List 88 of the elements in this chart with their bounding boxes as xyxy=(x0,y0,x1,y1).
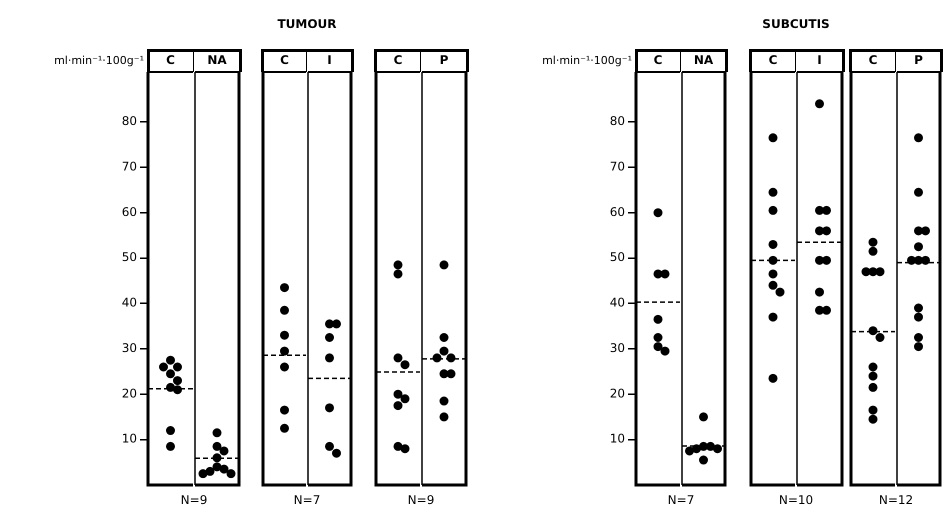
point xyxy=(868,414,878,424)
point xyxy=(914,188,923,197)
y-tick-label: 40 xyxy=(610,296,625,310)
point xyxy=(280,330,289,340)
point xyxy=(768,206,778,215)
x-tick-label: C xyxy=(868,52,878,67)
point xyxy=(394,401,402,410)
point xyxy=(914,304,923,312)
x-tick-label: I xyxy=(327,52,332,67)
point xyxy=(394,390,402,399)
text: N=10 xyxy=(778,493,814,507)
y-tick-label: 50 xyxy=(610,250,625,264)
x-tick-label: I xyxy=(817,52,822,67)
point xyxy=(914,342,923,352)
point xyxy=(868,362,878,372)
text: N=12 xyxy=(878,493,914,507)
point xyxy=(654,314,662,324)
y-tick-label: 60 xyxy=(122,204,137,219)
point xyxy=(325,403,334,412)
x-tick-label: P xyxy=(440,52,449,67)
x-tick-label: C xyxy=(768,52,778,67)
point xyxy=(868,238,878,247)
x-tick-label: C xyxy=(654,52,663,67)
point xyxy=(914,133,923,142)
y-axis-title: ml·min⁻¹·100g⁻¹ xyxy=(542,54,632,67)
y-tick-label: 20 xyxy=(610,386,625,400)
y-tick-label: 10 xyxy=(610,432,625,446)
y-tick-label: 30 xyxy=(122,340,137,355)
point xyxy=(768,188,778,197)
point xyxy=(440,396,448,406)
x-tick-label: P xyxy=(914,52,924,67)
point xyxy=(325,442,334,451)
y-axis-title: ml·min⁻¹·100g⁻¹ xyxy=(54,54,144,67)
point xyxy=(815,99,824,108)
y-tick-label: 30 xyxy=(610,340,625,355)
point xyxy=(868,246,878,256)
y-tick-label: 50 xyxy=(122,250,137,264)
point xyxy=(394,442,402,451)
point xyxy=(768,374,778,383)
point xyxy=(280,424,289,433)
point xyxy=(440,412,448,422)
point xyxy=(815,288,824,297)
point xyxy=(394,269,402,278)
point xyxy=(280,283,289,292)
text: N=7 xyxy=(294,493,320,507)
point xyxy=(394,260,402,270)
point xyxy=(868,406,878,415)
point xyxy=(440,346,448,356)
text: N=7 xyxy=(668,493,694,507)
point xyxy=(914,312,923,322)
point xyxy=(654,342,662,352)
point xyxy=(868,372,878,381)
point xyxy=(440,260,448,270)
y-tick-label: 70 xyxy=(610,159,625,174)
y-tick-label: 60 xyxy=(610,204,625,219)
point xyxy=(768,133,778,142)
point xyxy=(394,353,402,362)
x-tick-label: C xyxy=(394,52,403,67)
y-tick-label: 70 xyxy=(122,159,137,174)
text: N=9 xyxy=(180,493,208,507)
point xyxy=(914,242,923,252)
point xyxy=(280,362,289,372)
y-tick-label: 10 xyxy=(122,432,137,446)
y-tick-label: 40 xyxy=(122,296,137,310)
point xyxy=(868,382,878,392)
y-tick-label: 80 xyxy=(122,114,137,128)
point xyxy=(280,406,289,415)
x-tick-label: NA xyxy=(694,52,714,67)
x-tick-label: C xyxy=(166,52,176,67)
point xyxy=(768,312,778,322)
point xyxy=(280,346,289,356)
chart-title: SUBCUTIS xyxy=(762,17,830,31)
x-tick-label: NA xyxy=(207,52,228,67)
point xyxy=(325,353,334,362)
x-tick-label: C xyxy=(280,52,290,67)
y-tick-label: 80 xyxy=(610,114,625,128)
point xyxy=(654,333,662,342)
point xyxy=(325,333,334,342)
point xyxy=(654,208,662,218)
text: N=9 xyxy=(408,493,434,507)
y-tick-label: 20 xyxy=(122,386,137,400)
point xyxy=(280,306,289,315)
point xyxy=(914,333,923,342)
point xyxy=(768,240,778,249)
point xyxy=(768,269,778,278)
point xyxy=(768,280,778,290)
point xyxy=(440,333,448,342)
chart-title: TUMOUR xyxy=(277,17,337,31)
